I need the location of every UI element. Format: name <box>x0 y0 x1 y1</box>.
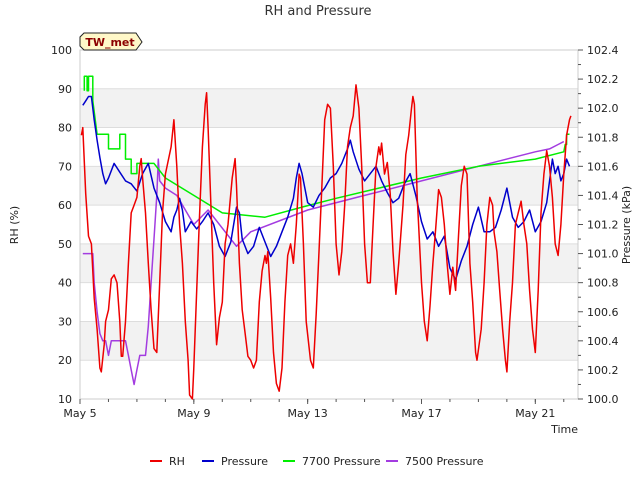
y-right-tick-label: 100.4 <box>587 335 619 348</box>
y-right-tick-label: 100.0 <box>587 393 619 406</box>
y-left-tick-label: 40 <box>58 277 72 290</box>
y-right-tick-label: 101.4 <box>587 189 619 202</box>
y-left-tick-label: 30 <box>58 315 72 328</box>
y-right-tick-label: 101.8 <box>587 131 619 144</box>
y-right-axis-title: Pressure (kPa) <box>620 186 633 264</box>
y-right-tick-label: 102.2 <box>587 73 619 86</box>
y-right-tick-label: 101.0 <box>587 248 619 261</box>
y-left-tick-label: 20 <box>58 354 72 367</box>
y-right-tick-label: 101.2 <box>587 219 619 232</box>
grid-band <box>80 321 578 361</box>
x-tick-label: May 21 <box>515 407 555 420</box>
y-left-tick-label: 60 <box>58 199 72 212</box>
legend-label: 7700 Pressure <box>302 455 381 468</box>
y-left-tick-label: 50 <box>58 238 72 251</box>
y-left-tick-label: 80 <box>58 122 72 135</box>
y-left-tick-label: 100 <box>51 44 72 57</box>
y-right-tick-label: 100.6 <box>587 306 619 319</box>
legend-label: Pressure <box>221 455 268 468</box>
y-right-tick-label: 102.4 <box>587 44 619 57</box>
x-ticks: May 5 May 9 May 13 May 17 May 21 <box>63 399 565 420</box>
y-right-ticks: 100.0 100.2 100.4 100.6 100.8 101.0 101.2 101.4… <box>578 44 619 406</box>
chart-title: RH and Pressure <box>264 4 371 19</box>
x-tick-label: May 17 <box>401 407 441 420</box>
y-right-tick-label: 102.0 <box>587 102 619 115</box>
y-left-axis-title: RH (%) <box>8 206 21 244</box>
x-axis-title: Time <box>550 423 578 436</box>
grid-band <box>80 243 578 283</box>
x-tick-label: May 5 <box>63 407 96 420</box>
grid-band <box>80 88 578 128</box>
series-line-pressure <box>82 95 571 281</box>
x-tick-label: May 9 <box>177 407 210 420</box>
legend: RH Pressure 7700 Pressure 7500 Pressure <box>150 455 484 468</box>
grid-bands <box>80 88 578 361</box>
y-left-tick-label: 10 <box>58 393 72 406</box>
y-right-tick-label: 100.8 <box>587 277 619 290</box>
legend-label: 7500 Pressure <box>405 455 484 468</box>
y-left-tick-label: 90 <box>58 83 72 96</box>
y-left-ticks: 10 20 30 40 50 60 70 80 90 100 <box>51 44 72 406</box>
y-right-tick-label: 101.6 <box>587 160 619 173</box>
y-left-tick-label: 70 <box>58 160 72 173</box>
x-tick-label: May 13 <box>288 407 328 420</box>
series-line-7700-pressure <box>83 75 570 218</box>
legend-label: RH <box>169 455 185 468</box>
series-layer <box>80 75 572 400</box>
series-line-rh <box>80 84 572 400</box>
site-badge-label: TW_met <box>85 36 134 49</box>
site-badge: TW_met <box>79 32 143 51</box>
y-right-tick-label: 100.2 <box>587 364 619 377</box>
